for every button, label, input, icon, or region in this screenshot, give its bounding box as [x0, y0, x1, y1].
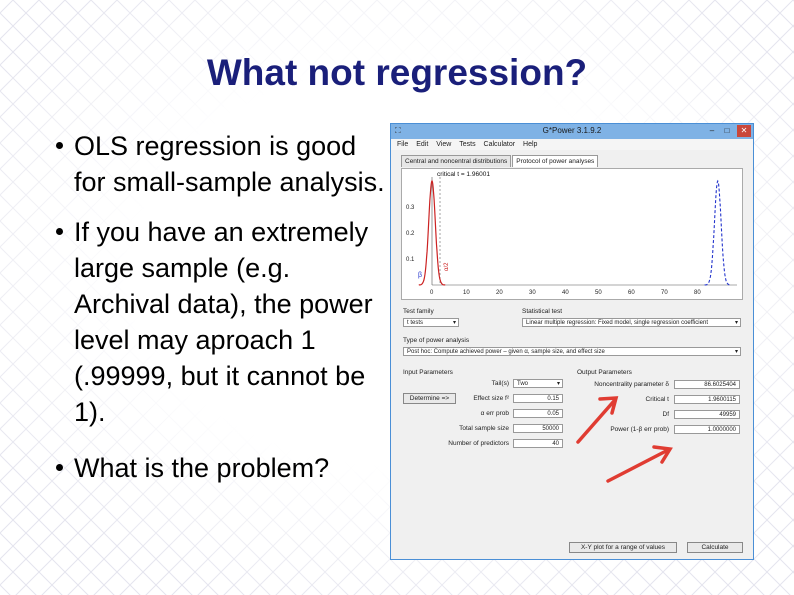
power-label: Power (1-β err prob) — [610, 426, 669, 433]
x-tick-label: 50 — [595, 290, 602, 296]
statistical-test-label: Statistical test — [522, 308, 563, 315]
x-tick-label: 20 — [496, 290, 503, 296]
predictors-field[interactable]: 40 — [513, 439, 563, 448]
noncentrality-field: 86.6025404 — [674, 380, 740, 389]
x-tick-label: 40 — [562, 290, 569, 296]
y-tick-label: 0.3 — [406, 205, 415, 211]
menu-help[interactable]: Help — [523, 141, 538, 148]
df-field: 49959 — [674, 410, 740, 419]
sample-size-field[interactable]: 50000 — [513, 424, 563, 433]
bullet-text: What is the problem? — [74, 453, 330, 483]
tails-select[interactable]: Two — [513, 379, 563, 388]
determine-button[interactable]: Determine => — [403, 393, 456, 404]
bullet-item: If you have an extremely large sample (e… — [50, 214, 385, 430]
critical-t-field: 1.9600115 — [674, 395, 740, 404]
central-distribution-curve — [418, 179, 446, 286]
alpha-label: α/2 — [444, 262, 450, 271]
menu-bar: File Edit View Tests Calculator Help — [391, 139, 753, 150]
x-tick-label: 0 — [430, 290, 434, 296]
power-type-select[interactable]: Post hoc: Compute achieved power – given… — [403, 347, 741, 356]
bullet-text: If you have an extremely large sample (e… — [74, 217, 373, 427]
tab-distributions[interactable]: Central and noncentral distributions — [401, 155, 512, 167]
bullet-item: What is the problem? — [50, 450, 385, 486]
power-field: 1.0000000 — [674, 425, 740, 434]
noncentral-distribution-curve — [704, 179, 732, 286]
critical-t-output-label: Critical t — [645, 396, 669, 403]
y-tick-label: 0.2 — [406, 231, 415, 237]
bullet-list: OLS regression is good for small-sample … — [50, 128, 385, 486]
app-icon: ⛶ — [395, 126, 401, 135]
bullet-dot-icon — [56, 142, 63, 149]
y-tick-group: 0.3 0.2 0.1 — [406, 205, 415, 263]
x-tick-label: 30 — [529, 290, 536, 296]
menu-view[interactable]: View — [436, 141, 452, 148]
alpha-label-field: α err prob — [480, 410, 509, 417]
test-family-select[interactable]: t tests — [403, 318, 459, 327]
x-tick-label: 10 — [463, 290, 470, 296]
statistical-test-select[interactable]: Linear multiple regression: Fixed model,… — [522, 318, 741, 327]
power-type-label: Type of power analysis — [403, 337, 470, 344]
bullet-dot-icon — [56, 228, 63, 235]
sample-size-label: Total sample size — [459, 425, 509, 432]
x-tick-label: 60 — [628, 290, 635, 296]
gpower-window: ⛶ G*Power 3.1.9.2 – □ ✕ File Edit View T… — [390, 123, 754, 560]
distribution-plot: critical t = 1.96001 0.3 0.2 0.1 0 10 20 30 40… — [401, 168, 743, 300]
tab-strip: Central and noncentral distributions Prot… — [401, 155, 599, 167]
output-params-header: Output Parameters — [577, 369, 632, 376]
tab-protocol[interactable]: Protocol of power analyses — [512, 155, 599, 167]
window-title: G*Power 3.1.9.2 — [542, 126, 602, 135]
menu-file[interactable]: File — [397, 141, 409, 148]
menu-tests[interactable]: Tests — [459, 141, 476, 148]
distribution-chart: 0.3 0.2 0.1 0 10 20 30 40 50 60 70 80 β α/2 — [406, 177, 737, 296]
df-label: Df — [662, 411, 670, 418]
predictors-label: Number of predictors — [448, 440, 509, 447]
y-tick-label: 0.1 — [406, 257, 415, 263]
tails-label: Tail(s) — [491, 380, 509, 387]
minimize-icon[interactable]: – — [709, 126, 715, 135]
bullet-item: OLS regression is good for small-sample … — [50, 128, 385, 200]
slide-title: What not regression? — [206, 52, 588, 93]
menu-edit[interactable]: Edit — [416, 141, 429, 148]
menu-calculator[interactable]: Calculator — [483, 141, 516, 148]
input-params-header: Input Parameters — [403, 369, 453, 376]
x-tick-group: 0 10 20 30 40 50 60 70 80 — [430, 290, 701, 296]
test-family-label: Test family — [403, 308, 434, 315]
x-tick-label: 80 — [694, 290, 701, 296]
xy-plot-button[interactable]: X-Y plot for a range of values — [569, 542, 677, 553]
critical-t-label: critical t = 1.96001 — [437, 171, 490, 178]
bullet-text: OLS regression is good for small-sample … — [74, 131, 385, 197]
title-bar[interactable]: ⛶ G*Power 3.1.9.2 – □ ✕ — [391, 124, 753, 139]
maximize-icon[interactable]: □ — [724, 126, 730, 135]
beta-label: β — [418, 272, 422, 279]
noncentrality-label: Noncentrality parameter δ — [594, 381, 669, 388]
bullet-dot-icon — [56, 464, 63, 471]
effect-size-field[interactable]: 0.15 — [513, 394, 563, 403]
alpha-field[interactable]: 0.05 — [513, 409, 563, 418]
calculate-button[interactable]: Calculate — [687, 542, 743, 553]
effect-size-label: Effect size f² — [473, 395, 509, 402]
close-icon[interactable]: ✕ — [737, 125, 751, 137]
x-tick-label: 70 — [661, 290, 668, 296]
